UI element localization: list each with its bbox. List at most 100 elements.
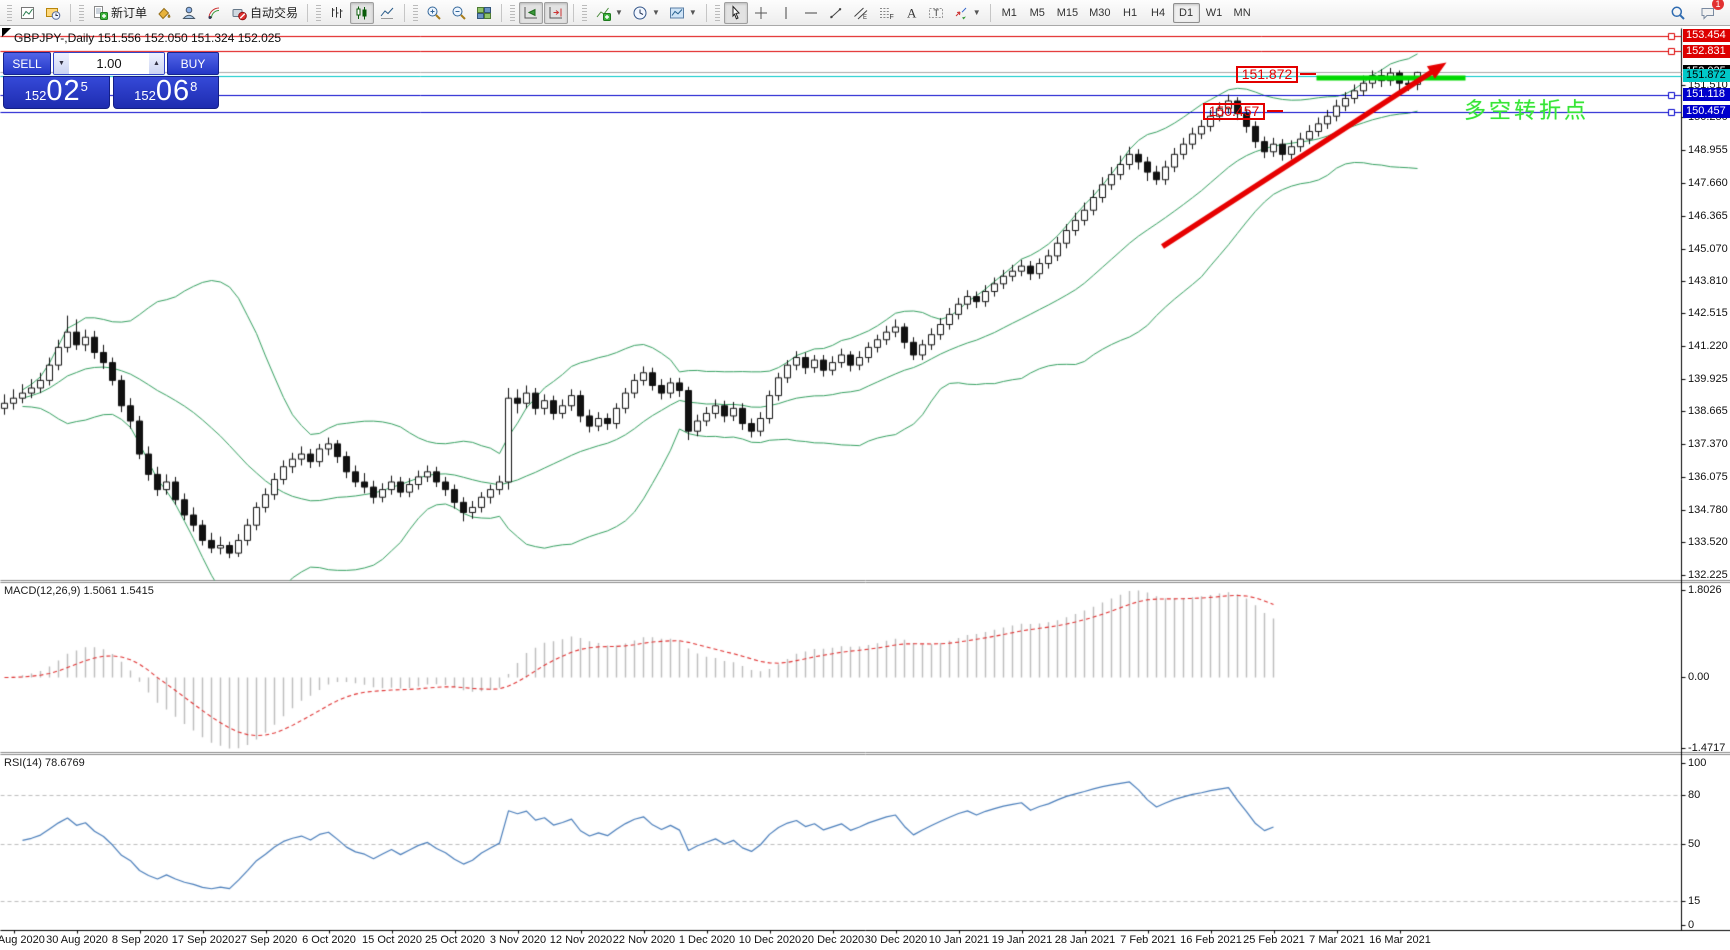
price-tick: 138.665 <box>1688 405 1728 418</box>
toolbar-auto-scroll-button[interactable] <box>519 1 544 24</box>
price-tick: 148.955 <box>1688 143 1728 156</box>
timeframe-h4-button[interactable]: H4 <box>1151 6 1166 19</box>
date-tick-label: 17 Sep 2020 <box>171 934 235 946</box>
toolbar-zoom-out-button[interactable] <box>447 2 471 24</box>
buy-price-big: 06 <box>155 75 191 107</box>
toolbar-separator <box>989 3 991 22</box>
toolbar-autotrading-button[interactable]: 自动交易 <box>227 2 302 24</box>
toolbar-arrows-tool-button[interactable]: ▼ <box>949 2 985 24</box>
macd-values: 1.5061 1.5415 <box>83 585 154 597</box>
buy-button[interactable]: BUY <box>167 52 219 75</box>
toolbar-label-button[interactable]: T <box>924 2 948 24</box>
dropdown-arrow-icon[interactable]: ▼ <box>615 8 623 17</box>
dropdown-arrow-icon[interactable]: ▼ <box>972 8 981 17</box>
rsi-value: 78.6769 <box>44 757 85 769</box>
annotation-connector-lower <box>1267 110 1283 112</box>
toolbar-hline-button[interactable] <box>799 2 823 24</box>
date-tick-label: 8 Sep 2020 <box>111 934 169 946</box>
volume-decrease-button[interactable]: ▼ <box>54 53 69 74</box>
timeframe-m1-button[interactable]: M1 <box>1001 6 1017 19</box>
timeframe-w1-button[interactable]: W1 <box>1205 6 1223 19</box>
toolbar-zoom-in-button[interactable] <box>422 2 446 24</box>
price-tick: 147.660 <box>1688 176 1728 189</box>
timeframe-m5-button[interactable]: M5 <box>1029 6 1045 19</box>
toolbar-search-button[interactable] <box>1666 2 1690 24</box>
volume-input[interactable] <box>69 53 149 74</box>
rsi-tick: 100 <box>1688 757 1707 769</box>
toolbar-text-button[interactable]: A <box>899 2 923 24</box>
date-tick-label: 16 Feb 2021 <box>1180 934 1242 946</box>
price-annotation-lower[interactable]: 150.457 <box>1203 103 1265 120</box>
toolbar-vline-button[interactable] <box>774 2 798 24</box>
chart-shift-icon <box>548 5 564 21</box>
dropdown-arrow-icon[interactable]: ▼ <box>651 8 660 17</box>
price-tick: 132.225 <box>1688 568 1728 581</box>
date-tick-label: 7 Feb 2021 <box>1120 934 1176 946</box>
toolbar-new-chart-button[interactable] <box>16 2 40 24</box>
buy-price-display[interactable]: 152 06 8 <box>112 75 219 109</box>
toolbar-candles-button[interactable] <box>350 1 375 24</box>
toolbar-chart-shift-button[interactable] <box>544 1 569 24</box>
toolbar-separator <box>501 3 503 22</box>
navigator-person-icon <box>181 5 197 21</box>
sell-button[interactable]: SELL <box>3 52 51 75</box>
toolbar-profiles-button[interactable] <box>41 2 65 24</box>
toolbar-navigator-person-button[interactable] <box>177 2 201 24</box>
crosshair-icon <box>753 5 769 21</box>
date-tick-label: 27 Sep 2020 <box>234 934 298 946</box>
indicators-icon <box>595 5 612 21</box>
macd-label: MACD(12,26,9) 1.5061 1.5415 <box>4 585 154 597</box>
volume-increase-button[interactable]: ▲ <box>149 53 164 74</box>
toolbar-grip <box>7 4 12 21</box>
date-tick-label: 25 Oct 2020 <box>425 934 485 946</box>
signals-icon <box>206 5 222 21</box>
timeframe-mn-button[interactable]: MN <box>1233 6 1251 19</box>
price-marker-label: 153.454 <box>1683 29 1730 43</box>
timeframe-m30-button[interactable]: M30 <box>1089 6 1111 19</box>
volume-stepper: ▼ ▲ <box>53 52 165 75</box>
one-click-trading-toggle[interactable] <box>2 28 11 37</box>
new-order-icon <box>92 5 108 21</box>
dropdown-arrow-icon[interactable]: ▼ <box>688 8 697 17</box>
toolbar-grip <box>413 4 419 21</box>
timeframe-m15-button[interactable]: M15 <box>1056 6 1079 19</box>
price-annotation-upper[interactable]: 151.872 <box>1236 66 1298 83</box>
price-tick: 142.515 <box>1688 307 1728 320</box>
toolbar-tile-windows-button[interactable] <box>472 2 496 24</box>
toolbar-periods-button[interactable]: ▼ <box>628 2 664 24</box>
toolbar-templates-button[interactable]: ▼ <box>665 2 701 24</box>
vline-icon <box>778 5 794 21</box>
toolbar-signals-button[interactable] <box>202 2 226 24</box>
toolbar-grip <box>510 4 516 21</box>
text-icon: A <box>903 5 919 21</box>
toolbar-cursor-button[interactable] <box>723 1 748 24</box>
timeframe-d1-button[interactable]: D1 <box>1172 2 1200 23</box>
price-axis[interactable]: 151.510150.250148.955147.660146.365145.0… <box>1681 26 1730 931</box>
toolbar-crosshair-button[interactable] <box>749 2 773 24</box>
toolbar-channel-button[interactable]: E <box>849 2 873 24</box>
toolbar-chat-button[interactable]: 1 <box>1696 0 1724 24</box>
buy-price-sup: 8 <box>190 79 198 94</box>
toolbar-trendline-button[interactable] <box>824 2 848 24</box>
rsi-tick: 80 <box>1688 789 1701 802</box>
date-tick-label: 6 Oct 2020 <box>302 934 356 946</box>
toolbar-styler-button[interactable] <box>152 2 176 24</box>
price-tick: 143.810 <box>1688 274 1728 287</box>
chinese-note-text[interactable]: 多空转折点 <box>1464 98 1590 123</box>
sell-price-display[interactable]: 152 02 5 <box>3 76 110 109</box>
toolbar-bar-chart-button[interactable] <box>325 2 349 24</box>
toolbar-indicators-button[interactable]: ▼ <box>591 2 627 24</box>
toolbar-grip <box>79 4 84 21</box>
toolbar-fibo-button[interactable]: F <box>874 2 898 24</box>
timeframe-h1-button[interactable]: H1 <box>1123 6 1138 19</box>
price-tick: 139.925 <box>1688 373 1728 386</box>
templates-icon <box>669 5 685 21</box>
toolbar-autotrading-label: 自动交易 <box>250 6 299 20</box>
profiles-icon <box>45 5 61 21</box>
toolbar-line-chart-button[interactable] <box>375 2 399 24</box>
date-tick-label: 3 Nov 2020 <box>489 934 547 946</box>
toolbar-new-order-button[interactable]: 新订单 <box>88 2 151 24</box>
